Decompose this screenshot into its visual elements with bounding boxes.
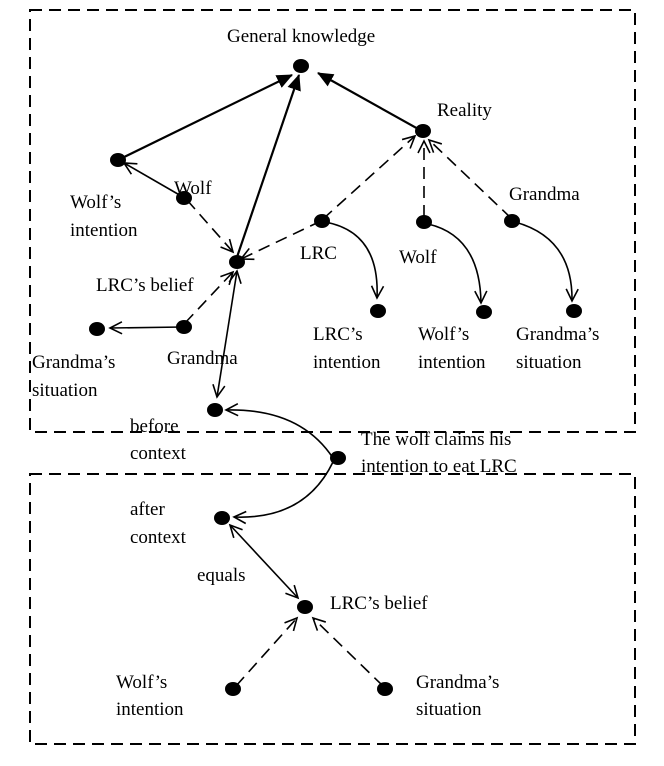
edge-grandma-to-grandma-situation-right xyxy=(515,222,572,301)
label-wolf-intention-bottom-1: Wolf’s xyxy=(116,672,167,693)
node-grandma-situation-right xyxy=(566,304,582,318)
edge-event-to-before-context xyxy=(226,410,333,458)
node-reality xyxy=(415,124,431,138)
node-wolf-intention-top xyxy=(110,153,126,167)
label-equals: equals xyxy=(197,565,246,586)
edge-after-context-equals-lrc-belief xyxy=(230,525,298,598)
node-lrc-intention xyxy=(370,304,386,318)
label-event-2: intention to eat LRC xyxy=(361,456,517,477)
label-after-context-1: after xyxy=(130,499,165,520)
edge-lrc-belief-to-general xyxy=(236,75,299,260)
label-reality: Reality xyxy=(437,100,492,121)
label-grandma-situation-top-2: situation xyxy=(32,380,98,401)
edge-before-context-lrc-belief xyxy=(217,271,237,397)
label-event-1: The wolf claims his xyxy=(361,429,511,450)
node-before-context xyxy=(207,403,223,417)
node-grandma-right xyxy=(504,214,520,228)
label-lrc-intention-2: intention xyxy=(313,352,381,373)
node-lrc-belief-bottom xyxy=(297,600,313,614)
label-grandma-situation-right-2: situation xyxy=(516,352,582,373)
edge-wolf-to-lrc-belief xyxy=(187,200,233,252)
edge-grandma-to-grandma-situation xyxy=(110,327,183,328)
edge-reality-to-general xyxy=(318,73,420,130)
node-grandma-top xyxy=(176,320,192,334)
label-wolf-intention-right-1: Wolf’s xyxy=(418,324,469,345)
edge-wolf-intention-to-lrc-belief-bottom xyxy=(236,618,297,686)
label-wolf-top: Wolf xyxy=(174,178,212,199)
label-before-context-1: before xyxy=(130,416,179,437)
label-general-knowledge: General knowledge xyxy=(227,26,375,47)
node-lrc xyxy=(314,214,330,228)
label-wolf-right: Wolf xyxy=(399,247,437,268)
node-general-knowledge xyxy=(293,59,309,73)
node-grandma-situation-bottom xyxy=(377,682,393,696)
label-grandma-situation-top-1: Grandma’s xyxy=(32,352,115,373)
label-grandma-top: Grandma xyxy=(167,348,238,369)
edge-grandma-to-reality xyxy=(429,140,511,218)
label-lrc-belief-bottom: LRC’s belief xyxy=(330,593,428,614)
node-grandma-situation-top xyxy=(89,322,105,336)
label-after-context-2: context xyxy=(130,527,187,548)
node-wolf-right xyxy=(416,215,432,229)
label-lrc: LRC xyxy=(300,243,337,264)
label-lrc-belief-top: LRC’s belief xyxy=(96,275,194,296)
label-grandma-situation-bottom-2: situation xyxy=(416,699,482,720)
label-wolf-intention-top-1: Wolf’s xyxy=(70,192,121,213)
label-wolf-intention-top-2: intention xyxy=(70,220,138,241)
label-grandma-right: Grandma xyxy=(509,184,580,205)
label-lrc-intention-1: LRC’s xyxy=(313,324,363,345)
node-wolf-intention-right xyxy=(476,305,492,319)
node-after-context xyxy=(214,511,230,525)
label-grandma-situation-bottom-1: Grandma’s xyxy=(416,672,499,693)
edge-wolf-intention-to-general xyxy=(118,75,292,160)
edge-grandma-situation-to-lrc-belief-bottom xyxy=(313,618,383,686)
edge-event-to-after-context xyxy=(234,462,333,517)
node-wolf-intention-bottom xyxy=(225,682,241,696)
label-wolf-intention-bottom-2: intention xyxy=(116,699,184,720)
label-grandma-situation-right-1: Grandma’s xyxy=(516,324,599,345)
node-event xyxy=(330,451,346,465)
node-lrc-belief-top xyxy=(229,255,245,269)
label-wolf-intention-right-2: intention xyxy=(418,352,486,373)
edge-lrc-to-reality xyxy=(323,136,415,219)
label-before-context-2: context xyxy=(130,443,187,464)
